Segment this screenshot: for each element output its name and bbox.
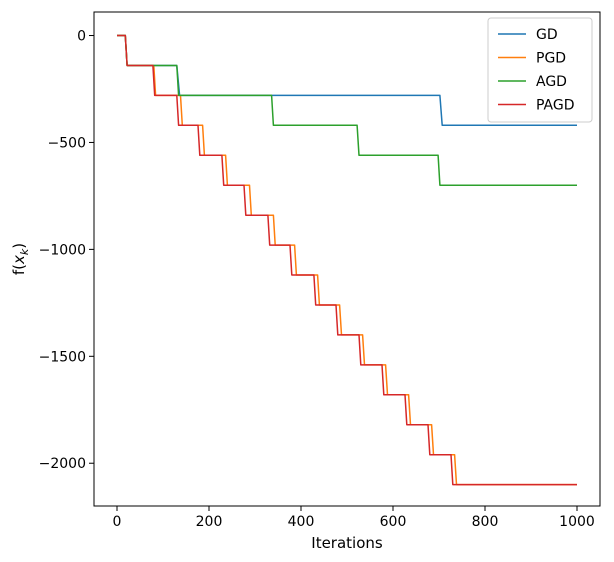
y-tick-label: −1500 [39, 349, 86, 365]
axes-frame [93, 11, 601, 507]
x-tick-label: 0 [113, 514, 122, 530]
x-tick-label: 800 [472, 514, 499, 530]
x-axis-label: Iterations [311, 534, 383, 552]
y-tick-label: −2000 [39, 456, 86, 472]
legend-label-pgd: PGD [536, 51, 566, 67]
y-axis-label-close: ) [10, 243, 28, 249]
y-axis-label-base: f( [10, 264, 28, 275]
series-line-pgd [117, 34, 577, 486]
series-line-pagd [117, 34, 577, 486]
legend-label-gd: GD [536, 27, 558, 43]
legend-label-agd: AGD [536, 74, 567, 90]
legend-label-pagd: PAGD [536, 98, 575, 114]
y-tick-label: −1000 [39, 242, 86, 258]
y-axis-label-var: x [10, 255, 28, 265]
y-tick-label: −500 [48, 135, 86, 151]
x-axis: 0 200 400 600 800 1000 [113, 506, 595, 530]
x-tick-label: 200 [196, 514, 223, 530]
plot-area: 0 200 400 600 800 1000 0 −500 −1000 −1500 −2000 [39, 11, 601, 530]
legend-box [487, 17, 593, 123]
y-axis-label-index: k [18, 248, 31, 255]
x-tick-label: 600 [380, 514, 407, 530]
x-tick-label: 1000 [559, 514, 595, 530]
legend: GD PGD AGD PAGD [487, 17, 593, 123]
y-axis: 0 −500 −1000 −1500 −2000 [39, 29, 94, 472]
series-layer [117, 34, 577, 486]
y-tick-label: 0 [77, 29, 86, 45]
y-axis-label: f(xk) [10, 243, 31, 275]
x-tick-label: 400 [288, 514, 315, 530]
